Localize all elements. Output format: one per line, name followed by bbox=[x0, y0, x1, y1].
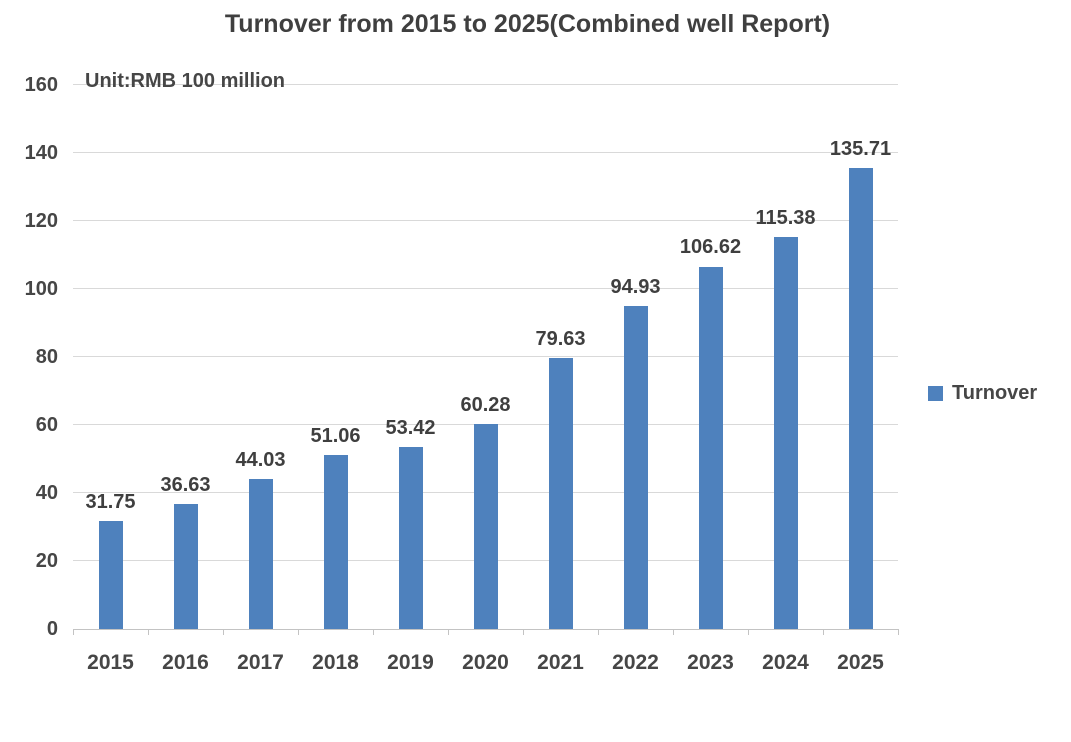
x-tick-label: 2017 bbox=[237, 651, 284, 674]
bar-2022 bbox=[623, 306, 648, 629]
x-axis-tick bbox=[823, 629, 824, 635]
gridline-y-140 bbox=[73, 152, 898, 153]
bar-2018 bbox=[323, 455, 348, 629]
bar-2020 bbox=[473, 424, 498, 629]
bar-2016 bbox=[173, 504, 198, 629]
plot-area bbox=[73, 84, 898, 630]
bar-2025 bbox=[848, 167, 873, 629]
x-axis-line bbox=[73, 629, 898, 630]
gridline-y-100 bbox=[73, 288, 898, 289]
legend-label: Turnover bbox=[952, 382, 1038, 404]
x-tick-label: 2015 bbox=[87, 651, 134, 674]
y-tick-label: 40 bbox=[35, 482, 58, 504]
x-axis-tick bbox=[673, 629, 674, 635]
bar-2021 bbox=[548, 358, 573, 629]
bar-2019 bbox=[398, 447, 423, 629]
bar-value-label: 36.63 bbox=[160, 474, 211, 497]
x-tick-label: 2016 bbox=[162, 651, 209, 674]
chart-title: Turnover from 2015 to 2025(Combined well… bbox=[224, 10, 831, 38]
bar-2023 bbox=[698, 266, 723, 629]
y-tick-label: 20 bbox=[35, 550, 58, 572]
bar-value-label: 106.62 bbox=[679, 236, 742, 259]
x-axis-tick bbox=[148, 629, 149, 635]
gridline-y-120 bbox=[73, 220, 898, 221]
bar-2024 bbox=[773, 236, 798, 629]
gridline-y-80 bbox=[73, 356, 898, 357]
y-tick-label: 160 bbox=[24, 74, 58, 96]
x-tick-label: 2023 bbox=[687, 651, 734, 674]
y-tick-label: 140 bbox=[24, 142, 58, 164]
x-tick-label: 2021 bbox=[537, 651, 584, 674]
x-tick-label: 2024 bbox=[762, 651, 809, 674]
bar-value-label: 79.63 bbox=[535, 328, 586, 351]
x-tick-label: 2019 bbox=[387, 651, 434, 674]
gridline-y-160 bbox=[73, 84, 898, 85]
x-tick-label: 2018 bbox=[312, 651, 359, 674]
unit-axis-label: Unit:RMB 100 million bbox=[85, 70, 286, 92]
legend-swatch-icon bbox=[928, 386, 943, 401]
y-tick-label: 60 bbox=[35, 414, 58, 436]
x-tick-label: 2022 bbox=[612, 651, 659, 674]
x-tick-label: 2020 bbox=[462, 651, 509, 674]
x-axis-tick bbox=[898, 629, 899, 635]
x-axis-tick bbox=[73, 629, 74, 635]
bar-2015 bbox=[98, 521, 123, 629]
x-axis-tick bbox=[598, 629, 599, 635]
x-axis-tick bbox=[748, 629, 749, 635]
x-axis-tick bbox=[298, 629, 299, 635]
bar-value-label: 60.28 bbox=[460, 394, 511, 417]
bar-value-label: 44.03 bbox=[235, 449, 286, 472]
y-tick-label: 120 bbox=[24, 210, 58, 232]
y-tick-label: 80 bbox=[35, 346, 58, 368]
x-tick-label: 2025 bbox=[837, 651, 884, 674]
x-axis-tick bbox=[373, 629, 374, 635]
x-axis-tick bbox=[448, 629, 449, 635]
x-axis-tick bbox=[223, 629, 224, 635]
bar-value-label: 51.06 bbox=[310, 425, 361, 448]
bar-value-label: 53.42 bbox=[385, 417, 436, 440]
bar-value-label: 94.93 bbox=[610, 276, 661, 299]
bar-2017 bbox=[248, 479, 273, 629]
y-tick-label: 100 bbox=[24, 278, 58, 300]
bar-value-label: 115.38 bbox=[755, 206, 816, 229]
bar-value-label: 31.75 bbox=[85, 491, 136, 514]
bar-value-label: 135.71 bbox=[829, 137, 892, 160]
y-tick-label: 0 bbox=[46, 618, 58, 640]
x-axis-tick bbox=[523, 629, 524, 635]
legend: Turnover bbox=[928, 381, 1037, 406]
